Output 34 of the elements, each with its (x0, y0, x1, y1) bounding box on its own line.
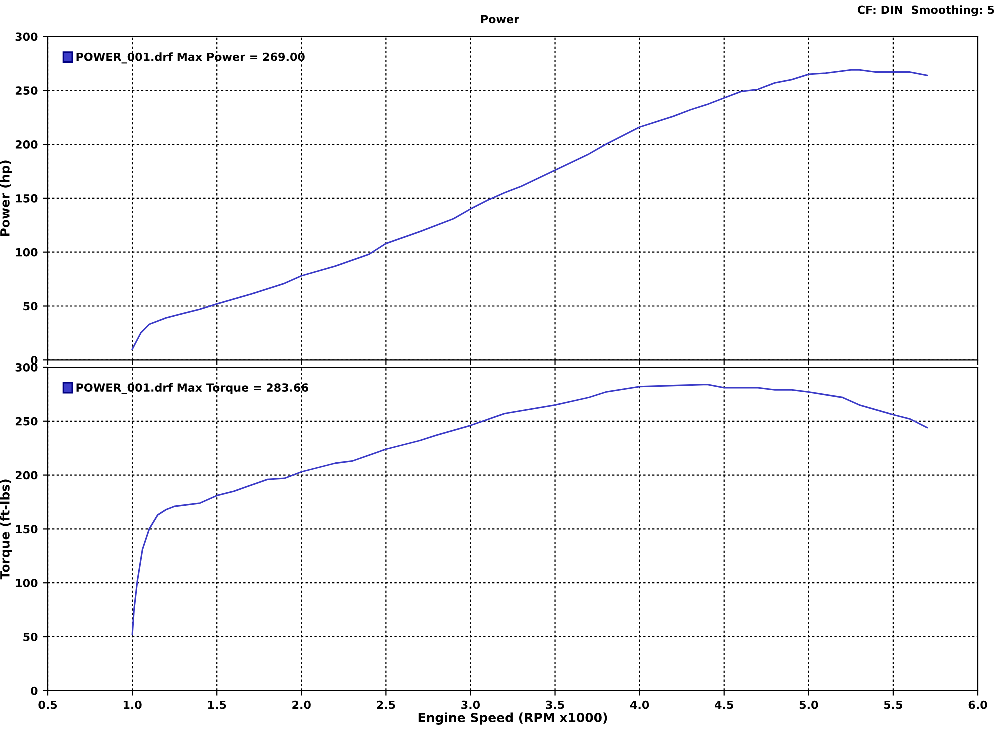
y-tick-label: 150 (16, 194, 38, 203)
x-tick-label: 3.5 (546, 700, 564, 710)
x-tick-label: 3.0 (462, 700, 480, 710)
text: CF: DIN Smoothing: 5 (858, 6, 994, 16)
y-tick-label: 0 (31, 356, 38, 365)
y-tick-label: 0 (31, 686, 38, 696)
x-tick-label: 1.5 (208, 700, 226, 710)
legend-label: POWER_001.drf Max Power = 269.00 (76, 52, 305, 64)
y-tick-label: 100 (16, 579, 38, 588)
y-tick-label: 250 (16, 417, 38, 426)
y-tick-label: 50 (24, 302, 38, 311)
chart-title: Power (481, 15, 520, 24)
x-tick-label: 6.0 (968, 700, 988, 710)
y-tick-label: 300 (16, 363, 38, 372)
x-tick-label: 4.0 (630, 700, 650, 710)
x-tick-label: 2.0 (292, 700, 311, 710)
y-tick-label: 300 (16, 32, 38, 42)
x-tick-label: 5.5 (884, 700, 903, 710)
legend-label: POWER_001.drf Max Torque = 283.66 (76, 383, 308, 394)
x-tick-label: 1.0 (124, 700, 142, 710)
y-tick-label: 250 (16, 86, 38, 96)
y-axis-title: Power (hp) (0, 160, 12, 236)
x-tick-label: 5.0 (800, 700, 818, 710)
y-tick-label: 100 (16, 248, 38, 257)
x-axis-title: Engine Speed (RPM x1000) (418, 712, 608, 725)
y-tick-label: 150 (16, 525, 38, 534)
x-tick-label: 0.5 (38, 700, 58, 710)
y-tick-label: 200 (16, 140, 38, 149)
line-series (132, 69, 928, 350)
y-axis-title: Torque (ft-lbs) (0, 480, 12, 580)
x-tick-label: 4.5 (715, 700, 734, 710)
y-tick-label: 50 (24, 632, 38, 642)
y-tick-label: 200 (16, 471, 38, 480)
x-tick-label: 2.5 (377, 700, 396, 710)
